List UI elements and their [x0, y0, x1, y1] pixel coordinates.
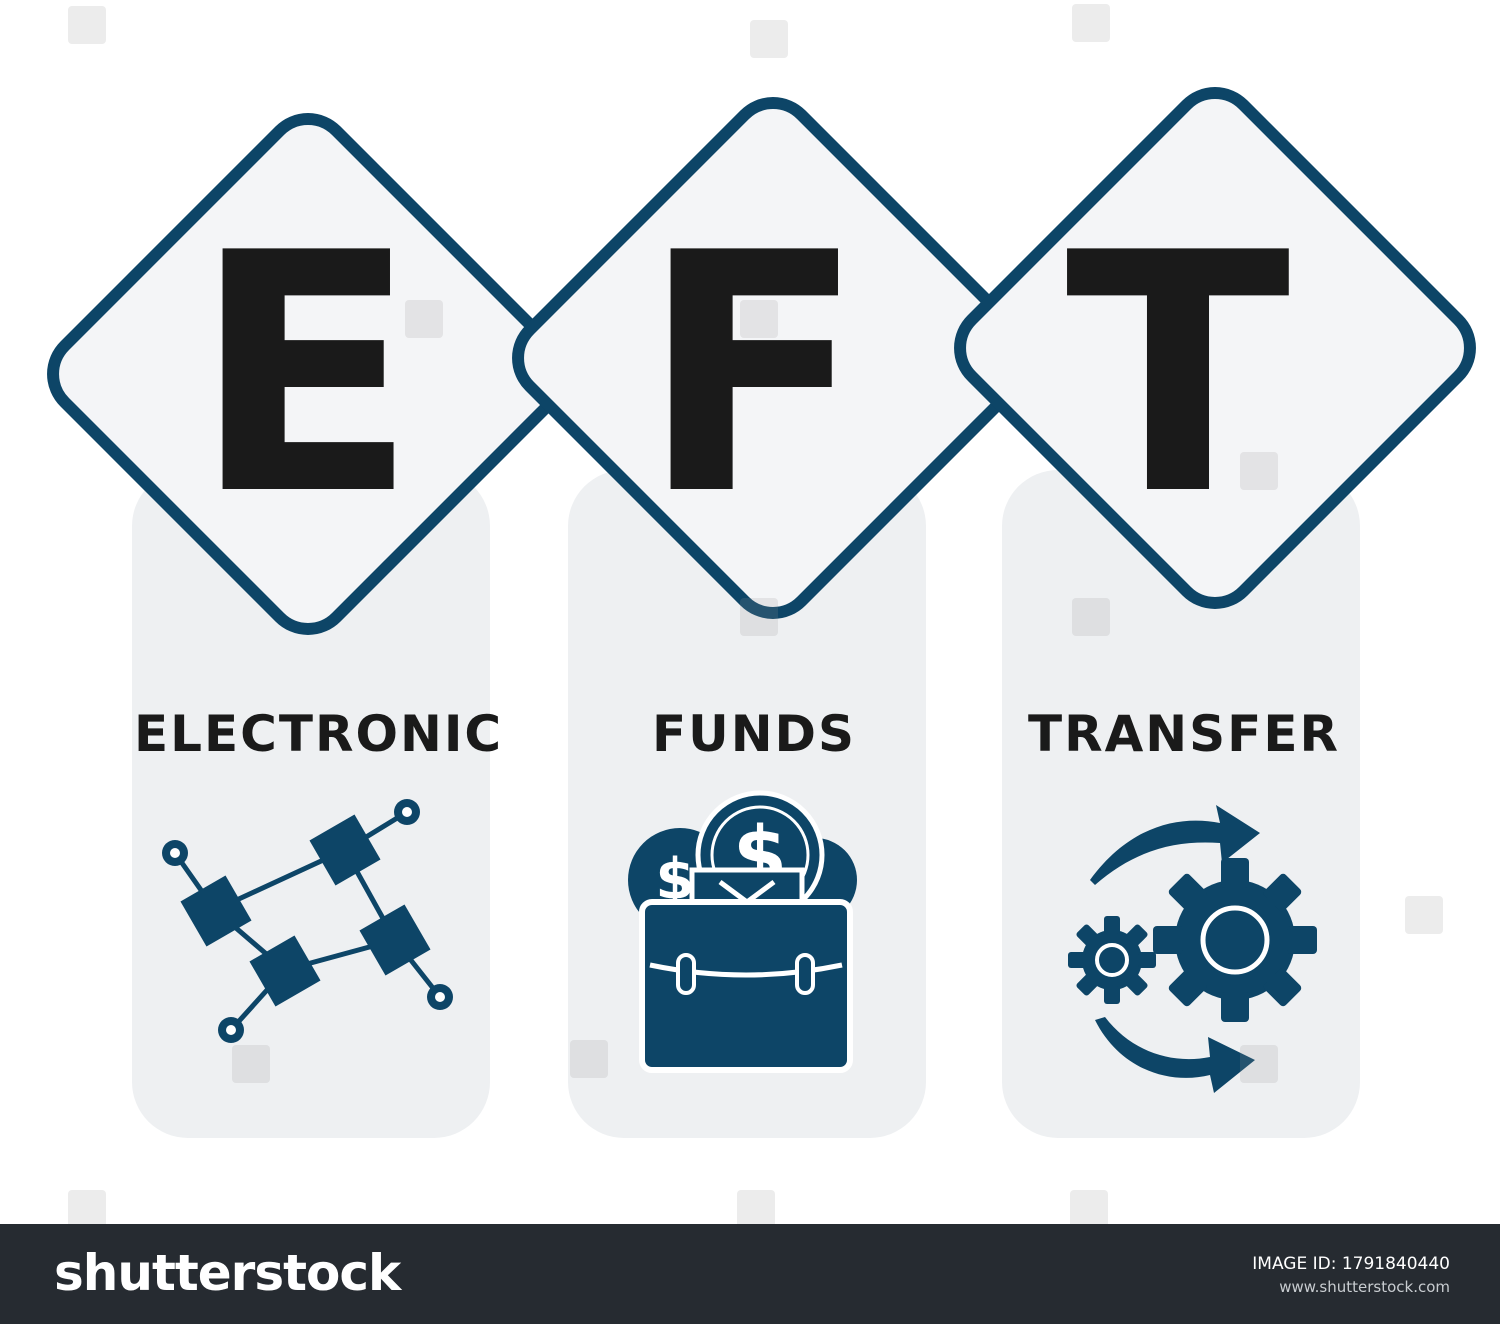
footer-url: www.shutterstock.com	[1279, 1278, 1450, 1296]
footer-logo: shutterstock	[54, 1244, 401, 1302]
watermark-tile	[1072, 4, 1110, 42]
watermark-tile	[405, 300, 443, 338]
watermark-tile	[1240, 452, 1278, 490]
watermark-tile	[740, 300, 778, 338]
briefcase-money-icon: $ $	[628, 790, 857, 1073]
watermark-tile	[232, 1045, 270, 1083]
watermark-tile	[570, 1040, 608, 1078]
watermark-tile	[68, 1190, 106, 1228]
letter-e: E	[192, 183, 418, 567]
circuit-network-icon	[162, 799, 453, 1043]
word-funds: FUNDS	[651, 705, 857, 763]
watermark-tile	[740, 598, 778, 636]
letter-f: F	[640, 183, 866, 567]
watermark-tile	[1070, 1190, 1108, 1228]
watermark-tile	[1405, 896, 1443, 934]
letter-t: T	[1065, 183, 1291, 567]
image-id-label: IMAGE ID: 1791840440	[1252, 1254, 1450, 1274]
watermark-tile	[68, 6, 106, 44]
footer-bar: shutterstock IMAGE ID: 1791840440 www.sh…	[0, 1224, 1500, 1324]
word-transfer: TRANSFER	[1028, 705, 1340, 763]
gears-cycle-icon	[1068, 805, 1317, 1093]
watermark-tile	[737, 1190, 775, 1228]
watermark-tile	[1240, 1045, 1278, 1083]
eft-diagram: E F T ELECTRONIC FUNDS TRANSFER	[27, 4, 1496, 1228]
watermark-tile	[1072, 598, 1110, 636]
watermark-tile	[750, 20, 788, 58]
word-electronic: ELECTRONIC	[134, 705, 504, 763]
